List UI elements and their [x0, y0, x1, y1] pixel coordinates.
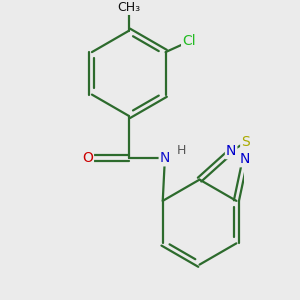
Text: N: N [160, 151, 170, 165]
Text: N: N [226, 144, 236, 158]
Text: CH₃: CH₃ [117, 1, 140, 14]
Text: H: H [176, 144, 186, 157]
Text: S: S [241, 135, 250, 149]
Text: N: N [240, 152, 250, 166]
Text: Cl: Cl [182, 34, 196, 49]
Text: O: O [82, 151, 93, 165]
